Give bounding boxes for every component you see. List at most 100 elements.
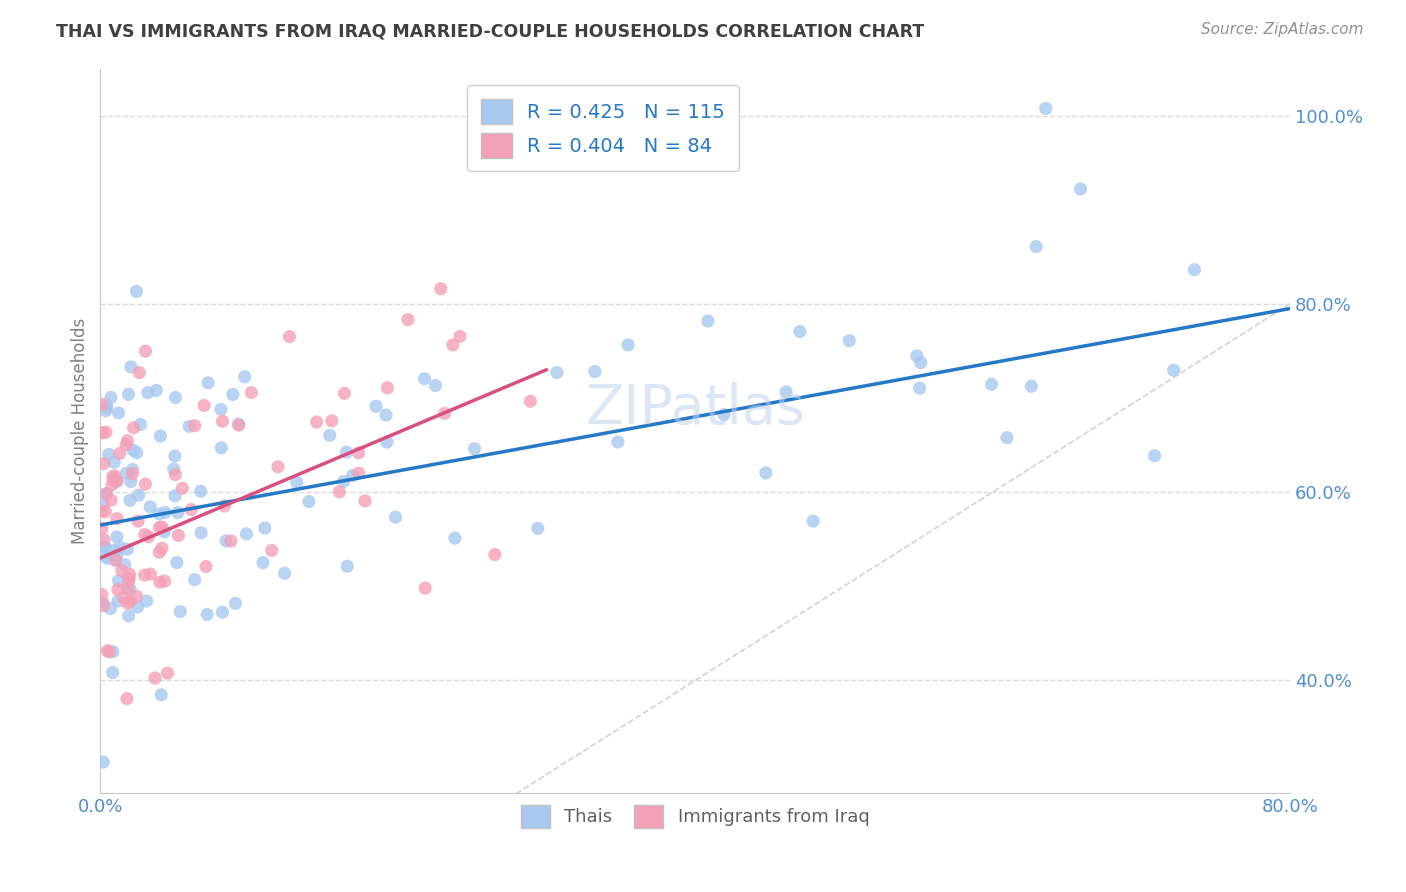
Point: [222, 387, 245, 401]
Point: [103, 543, 125, 558]
Point: [114, 558, 136, 572]
Point: [105, 548, 128, 562]
Point: [183, 418, 205, 433]
Point: [775, 384, 797, 399]
Point: [97, 551, 120, 566]
Point: [519, 394, 541, 409]
Point: [91, 755, 114, 769]
Point: [235, 526, 257, 541]
Point: [905, 349, 928, 363]
Point: [97, 447, 120, 461]
Point: [107, 574, 129, 588]
Point: [148, 507, 170, 521]
Point: [179, 419, 201, 434]
Point: [606, 434, 628, 449]
Point: [449, 329, 471, 343]
Point: [107, 582, 129, 597]
Point: [107, 406, 129, 420]
Point: [298, 494, 321, 508]
Point: [149, 429, 172, 443]
Point: [134, 527, 156, 541]
Point: [713, 408, 735, 422]
Point: [273, 566, 295, 581]
Point: [484, 548, 506, 562]
Point: [101, 477, 124, 491]
Point: [91, 425, 114, 440]
Point: [96, 486, 118, 500]
Point: [252, 556, 274, 570]
Point: [128, 488, 150, 502]
Point: [1184, 262, 1206, 277]
Point: [117, 542, 139, 557]
Point: [995, 431, 1018, 445]
Point: [117, 387, 139, 401]
Point: [838, 334, 860, 348]
Point: [375, 435, 398, 450]
Point: [122, 443, 145, 458]
Point: [233, 369, 256, 384]
Point: [328, 484, 350, 499]
Point: [228, 417, 250, 431]
Point: [384, 510, 406, 524]
Point: [93, 549, 115, 564]
Point: [100, 391, 122, 405]
Point: [215, 533, 238, 548]
Point: [129, 417, 152, 432]
Point: [364, 399, 387, 413]
Point: [103, 455, 125, 469]
Point: [163, 462, 186, 476]
Text: ZIPatlas: ZIPatlas: [585, 382, 806, 436]
Point: [96, 644, 118, 658]
Point: [117, 574, 139, 589]
Point: [135, 594, 157, 608]
Point: [321, 414, 343, 428]
Point: [335, 445, 357, 459]
Point: [93, 533, 115, 547]
Point: [134, 568, 156, 582]
Point: [396, 312, 419, 326]
Point: [211, 414, 233, 428]
Point: [125, 446, 148, 460]
Point: [583, 365, 606, 379]
Point: [104, 469, 127, 483]
Point: [354, 494, 377, 508]
Point: [90, 521, 112, 535]
Point: [127, 514, 149, 528]
Point: [696, 314, 718, 328]
Point: [789, 325, 811, 339]
Point: [156, 666, 179, 681]
Point: [94, 403, 117, 417]
Point: [209, 402, 232, 417]
Point: [183, 573, 205, 587]
Point: [195, 559, 218, 574]
Point: [1035, 102, 1057, 116]
Point: [120, 475, 142, 489]
Point: [121, 467, 143, 481]
Point: [94, 425, 117, 440]
Point: [101, 665, 124, 680]
Point: [197, 376, 219, 390]
Point: [1070, 182, 1092, 196]
Point: [253, 521, 276, 535]
Point: [305, 415, 328, 429]
Point: [98, 645, 121, 659]
Point: [90, 397, 112, 411]
Point: [94, 540, 117, 554]
Point: [104, 553, 127, 567]
Point: [980, 377, 1002, 392]
Point: [118, 567, 141, 582]
Point: [105, 474, 128, 488]
Point: [103, 473, 125, 487]
Point: [413, 372, 436, 386]
Point: [224, 596, 246, 610]
Point: [347, 446, 370, 460]
Point: [127, 600, 149, 615]
Point: [429, 282, 451, 296]
Point: [166, 556, 188, 570]
Y-axis label: Married-couple Households: Married-couple Households: [72, 318, 89, 544]
Point: [165, 467, 187, 482]
Point: [101, 644, 124, 658]
Point: [195, 607, 218, 622]
Point: [336, 559, 359, 574]
Point: [117, 582, 139, 596]
